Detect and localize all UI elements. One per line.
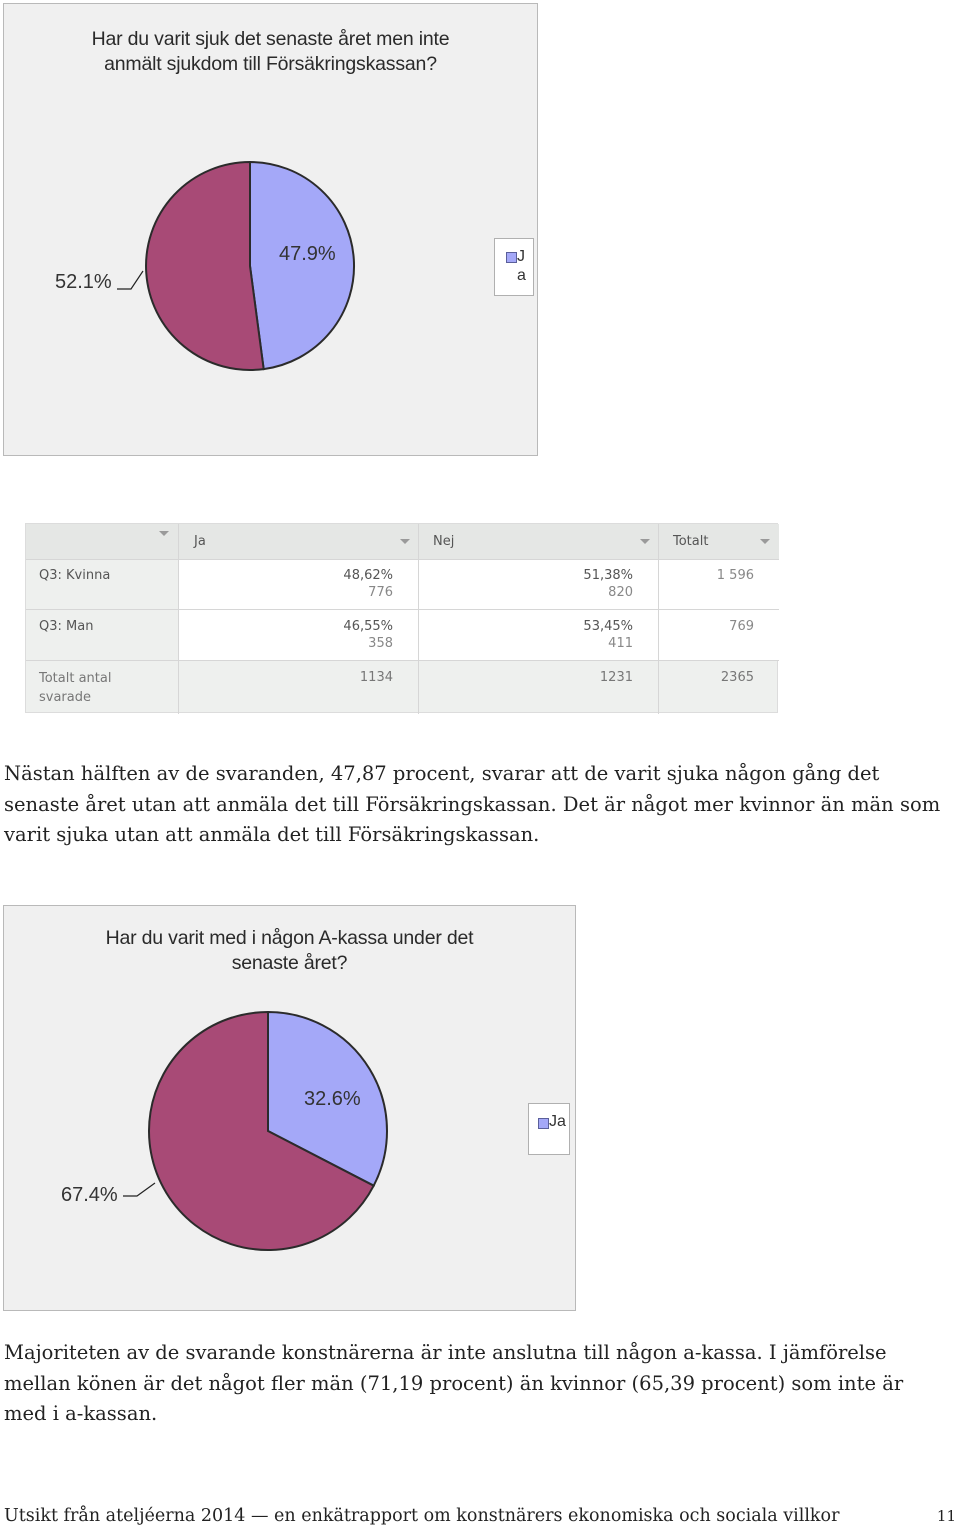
pie-slice-other [145,160,265,371]
legend-swatch-ja [506,252,517,263]
row-label-totals: Totalt antal svarade [39,669,111,707]
header-ja[interactable]: Ja [194,534,206,549]
page-footer: Utsikt från ateljéerna 2014 — en enkätra… [4,1504,956,1528]
divider [26,559,779,560]
pie-chart-a-kassa: Har du varit med i någon A-kassa under d… [3,905,576,1311]
total-nej: 1231 [599,670,633,685]
legend-swatch-ja [538,1118,549,1129]
pie-chart-sick-leave: Har du varit sjuk det senaste året men i… [3,3,538,456]
divider [418,524,419,714]
cell-nej-pct: 51,38% [583,568,633,583]
table-row-man-bg [179,610,779,660]
pie-label-other: 52.1% [55,271,112,293]
divider [178,524,179,714]
chart-title: Har du varit sjuk det senaste året men i… [4,27,537,77]
pie-plot: 32.6% 67.4% [61,1010,388,1251]
footer-text: Utsikt från ateljéerna 2014 — en enkätra… [4,1506,840,1526]
pie-label-ja: 32.6% [304,1088,361,1110]
chart-title-line-2: anmält sjukdom till Försäkringskassan? [104,53,437,75]
cell-total: 769 [729,619,754,634]
cell-nej-count: 411 [608,636,633,651]
legend: J a [494,238,534,296]
dropdown-arrow-icon[interactable] [760,539,770,544]
pie-slice-ja [249,160,355,371]
pie-label-ja: 47.9% [279,243,336,265]
leader-line [117,270,144,290]
legend-label-ja: Ja [549,1113,566,1130]
leader-line [123,1182,156,1197]
cell-ja-count: 776 [368,585,393,600]
sort-arrow-icon[interactable] [159,531,169,536]
pie-plot: 47.9% 52.1% [55,160,355,371]
dropdown-arrow-icon[interactable] [640,539,650,544]
legend-label-ja: J a [517,247,526,285]
total-all: 2365 [720,670,754,685]
dropdown-arrow-icon[interactable] [400,539,410,544]
divider [658,524,659,714]
body-paragraph-2: Majoriteten av de svarande konstnärerna … [4,1341,904,1425]
legend-text-line: a [517,267,526,284]
row-label-kvinna: Q3: Kvinna [39,568,111,583]
pie-slice-ja [267,1010,388,1188]
body-paragraph-1: Nästan hälften av de svaranden, 47,87 pr… [4,762,941,846]
divider [26,660,779,661]
totals-label-line: svarade [39,690,91,705]
row-label-man: Q3: Man [39,619,94,634]
page-number: 11 [936,1507,956,1525]
pie-slice-other [148,1010,376,1251]
cell-nej-pct: 53,45% [583,619,633,634]
cell-total: 1 596 [716,568,754,583]
legend-text-line: J [517,248,525,265]
chart-title-line-1: Har du varit med i någon A-kassa under d… [105,927,474,949]
cell-ja-pct: 48,62% [343,568,393,583]
chart-title-line-2: senaste året? [231,952,348,974]
totals-label-line: Totalt antal [39,671,112,686]
header-nej[interactable]: Nej [433,534,455,549]
cell-ja-count: 358 [368,636,393,651]
crosstab-sick-by-gender: Ja Nej Totalt Q3: Kvinna 48,62% 776 51,3… [25,523,779,714]
divider [26,609,779,610]
pie-label-other: 67.4% [61,1184,118,1206]
table-row-kvinna-bg [179,559,779,609]
cell-nej-count: 820 [608,585,633,600]
total-ja: 1134 [359,670,393,685]
legend: Ja [528,1103,570,1155]
cell-ja-pct: 46,55% [343,619,393,634]
chart-title-line-1: Har du varit sjuk det senaste året men i… [91,28,450,50]
chart-title: Har du varit med i någon A-kassa under d… [4,926,575,976]
header-totalt[interactable]: Totalt [673,534,709,549]
